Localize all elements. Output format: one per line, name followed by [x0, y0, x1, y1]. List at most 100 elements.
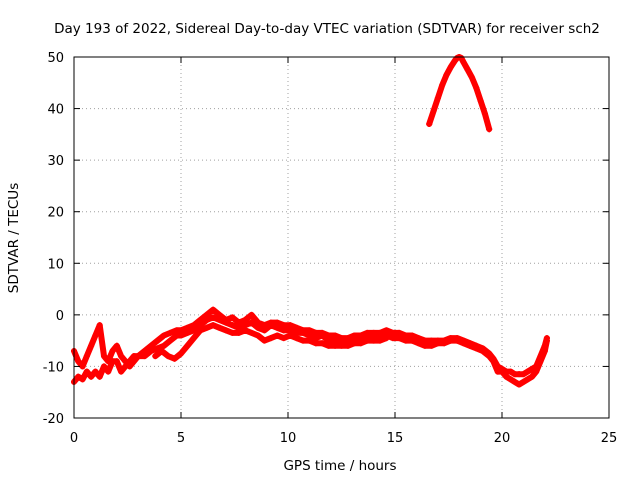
- data-point-marker: [428, 342, 435, 349]
- data-point-marker: [481, 110, 488, 117]
- data-point-marker: [229, 329, 236, 336]
- data-point-marker: [261, 327, 268, 334]
- data-point-marker: [178, 327, 184, 334]
- data-point-marker: [383, 327, 390, 334]
- data-point-marker: [460, 337, 467, 344]
- data-point-marker: [357, 332, 364, 339]
- data-point-marker: [92, 332, 99, 339]
- data-point-marker: [383, 335, 390, 342]
- data-point-marker: [312, 340, 319, 347]
- data-point-marker: [338, 335, 345, 342]
- series-high-arc: [426, 54, 493, 133]
- data-point-marker: [280, 327, 287, 334]
- data-point-marker: [122, 358, 129, 365]
- y-tick-label: 30: [47, 154, 64, 169]
- data-point-marker: [229, 314, 236, 321]
- data-point-marker: [255, 319, 262, 326]
- data-point-marker: [520, 378, 527, 385]
- data-point-marker: [293, 324, 300, 331]
- data-point-marker: [479, 345, 486, 352]
- y-tick-label: 20: [47, 206, 64, 221]
- data-point-marker: [118, 368, 125, 375]
- data-point-marker: [197, 317, 204, 324]
- data-point-marker: [415, 335, 422, 342]
- data-point-marker: [473, 84, 480, 91]
- data-point-marker: [516, 381, 523, 388]
- data-point-marker: [377, 329, 384, 336]
- data-point-marker: [261, 322, 268, 329]
- data-point-marker: [158, 347, 165, 354]
- data-point-marker: [507, 376, 514, 383]
- data-point-marker: [88, 373, 95, 380]
- data-point-marker: [154, 345, 161, 352]
- data-point-marker: [235, 319, 242, 326]
- data-point-marker: [402, 337, 409, 344]
- x-axis-ticks: 0 5 10 15 20 25: [70, 57, 617, 446]
- data-point-marker: [190, 335, 197, 342]
- data-point-marker: [524, 368, 531, 375]
- data-point-marker: [210, 306, 217, 313]
- data-point-marker: [184, 324, 191, 331]
- data-point-marker: [190, 322, 197, 329]
- data-point-marker: [274, 332, 281, 339]
- data-point-marker: [312, 329, 319, 336]
- data-point-marker: [511, 378, 518, 385]
- data-point-marker: [428, 337, 435, 344]
- data-point-marker: [88, 342, 95, 349]
- data-point-marker: [248, 319, 255, 326]
- data-point-marker: [83, 368, 90, 375]
- data-point-marker: [477, 97, 484, 104]
- data-point-marker: [160, 342, 167, 349]
- data-point-marker: [248, 311, 255, 318]
- data-point-marker: [105, 358, 112, 365]
- y-axis-label: SDTVAR / TECUs: [6, 183, 22, 293]
- data-point-marker: [75, 373, 82, 380]
- data-point-marker: [332, 342, 339, 349]
- data-point-marker: [105, 368, 112, 375]
- data-point-marker: [351, 332, 358, 339]
- data-point-marker: [454, 335, 461, 342]
- data-point-marker: [210, 314, 217, 321]
- data-point-marker: [447, 335, 454, 342]
- data-point-marker: [338, 342, 345, 349]
- data-point-marker: [222, 317, 229, 324]
- data-point-marker: [409, 332, 416, 339]
- data-point-marker: [160, 332, 167, 339]
- data-point-marker: [319, 329, 326, 336]
- data-point-marker: [267, 335, 274, 342]
- data-point-marker: [75, 358, 82, 365]
- data-point-marker: [528, 366, 535, 373]
- data-point-marker: [533, 363, 540, 370]
- data-point-marker: [389, 329, 396, 336]
- data-point-marker: [203, 311, 210, 318]
- data-point-marker: [469, 74, 476, 81]
- data-point-marker: [299, 327, 306, 334]
- data-point-marker: [165, 353, 172, 360]
- data-point-marker: [167, 329, 174, 336]
- data-point-marker: [167, 337, 174, 344]
- data-point-marker: [507, 368, 514, 375]
- data-point-marker: [229, 322, 236, 329]
- y-tick-label: -20: [43, 412, 64, 427]
- series-trace: [426, 54, 493, 133]
- data-point-marker: [92, 368, 99, 375]
- data-point-marker: [537, 353, 544, 360]
- data-point-marker: [306, 337, 313, 344]
- data-point-marker: [248, 329, 255, 336]
- data-point-marker: [216, 324, 223, 331]
- y-tick-label: 0: [56, 309, 64, 324]
- data-point-marker: [171, 355, 178, 362]
- data-point-marker: [126, 363, 133, 370]
- data-point-marker: [494, 363, 501, 370]
- data-point-marker: [357, 340, 364, 347]
- data-point-marker: [287, 322, 294, 329]
- data-point-marker: [109, 347, 116, 354]
- data-point-marker: [113, 342, 120, 349]
- plot-frame: [73, 56, 610, 419]
- data-point-marker: [216, 311, 223, 318]
- data-point-marker: [325, 342, 332, 349]
- x-tick-label: 15: [387, 431, 404, 446]
- data-point-marker: [299, 337, 306, 344]
- data-point-marker: [458, 55, 465, 62]
- data-point-marker: [377, 337, 384, 344]
